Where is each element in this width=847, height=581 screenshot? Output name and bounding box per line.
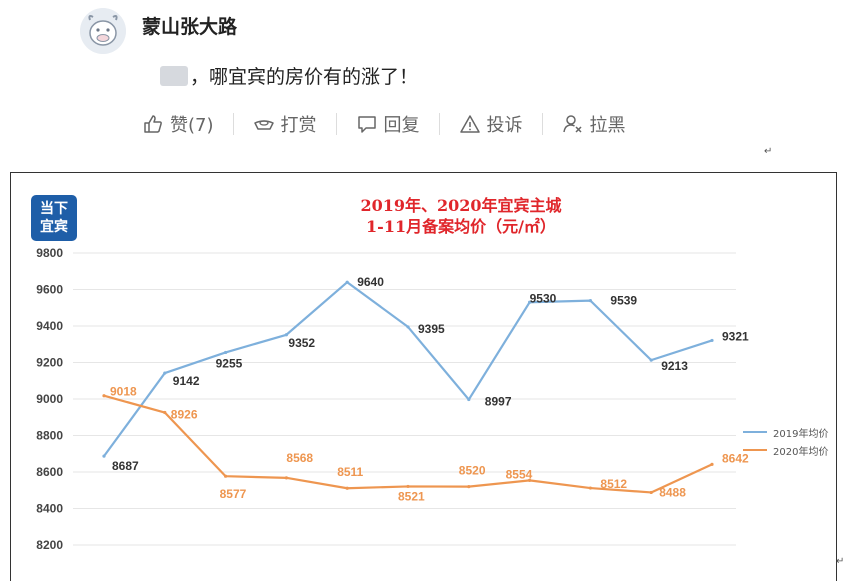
data-point <box>528 478 532 482</box>
data-point <box>345 486 349 490</box>
data-point <box>224 350 228 355</box>
cow-avatar-icon <box>80 8 126 54</box>
data-label: 9255 <box>216 356 243 370</box>
data-label: 8521 <box>398 489 425 503</box>
action-divider <box>232 113 234 135</box>
legend-label-2019: 2019年均价 <box>773 428 829 440</box>
chart-subtitle: 1-11月备案均价（元/㎡） <box>366 217 556 236</box>
data-point <box>163 410 167 415</box>
report-button[interactable]: 投诉 <box>459 111 523 137</box>
action-divider <box>438 113 440 135</box>
data-label: 8926 <box>171 408 198 422</box>
data-point <box>528 300 532 304</box>
block-button[interactable]: 拉黑 <box>562 111 626 137</box>
action-divider <box>335 113 337 135</box>
paragraph-mark: ↵ <box>764 146 773 157</box>
legend-swatch-2019 <box>743 431 767 433</box>
data-label: 9321 <box>722 329 749 343</box>
data-label: 8488 <box>659 485 686 499</box>
like-button[interactable]: 赞(7) <box>142 111 214 137</box>
data-label: 8577 <box>220 487 247 501</box>
chart-legend: 2019年均价 2020年均价 <box>743 423 828 459</box>
line-chart-plot: 8200 8400 8600 8800 9000 9200 9400 9600 9800 8687… <box>36 246 749 552</box>
data-point <box>406 484 410 489</box>
data-point <box>710 338 714 343</box>
comment-body: ，哪宜宾的房价有的涨了！ <box>160 62 418 89</box>
data-label: 9352 <box>288 336 315 350</box>
y-tick-label: 9200 <box>36 356 63 370</box>
logo-line-2: 宜宾 <box>40 219 68 235</box>
data-label: 9530 <box>530 291 557 305</box>
data-point <box>649 490 653 495</box>
action-divider <box>541 113 543 135</box>
reply-label: 回复 <box>383 115 420 136</box>
comment-text: ，哪宜宾的房价有的涨了！ <box>190 66 419 88</box>
y-tick-label: 8400 <box>36 502 63 516</box>
tip-label: 打赏 <box>280 115 317 136</box>
comment-bubble-icon <box>357 116 376 133</box>
data-label: 9395 <box>418 322 445 336</box>
thumbs-up-icon <box>144 115 162 133</box>
data-point <box>284 333 288 337</box>
data-point <box>588 299 593 303</box>
data-label: 9539 <box>610 294 637 308</box>
y-tick-label: 9600 <box>36 283 63 297</box>
y-tick-label: 9800 <box>36 246 63 260</box>
y-tick-label: 8800 <box>36 429 63 443</box>
y-tick-label: 8600 <box>36 465 63 479</box>
data-point <box>467 397 471 402</box>
block-label: 拉黑 <box>589 115 626 136</box>
comment-action-bar: 赞(7) 打赏 回复 投诉 拉黑 <box>142 111 626 137</box>
y-tick-label: 9400 <box>36 319 63 333</box>
data-label: 8997 <box>485 395 512 409</box>
data-point <box>467 485 471 489</box>
data-label: 9018 <box>110 385 137 399</box>
warning-icon <box>459 115 480 133</box>
legend-item-2019: 2019年均价 <box>743 423 828 441</box>
data-point <box>102 454 106 458</box>
data-point <box>710 462 714 466</box>
y-tick-label: 9000 <box>36 392 63 406</box>
data-label: 8554 <box>506 467 533 481</box>
brand-logo: 当下 宜宾 <box>31 195 77 241</box>
price-chart: 当下 宜宾 2019年、2020年宜宾主城 1-11月备案均价（元/㎡） 820… <box>10 172 837 581</box>
chart-title: 2019年、2020年宜宾主城 <box>360 196 562 215</box>
data-point <box>588 486 593 490</box>
block-user-icon <box>562 115 582 133</box>
paragraph-mark: ↵ <box>836 556 845 567</box>
reply-button[interactable]: 回复 <box>356 111 420 137</box>
legend-item-2020: 2020年均价 <box>743 441 828 459</box>
data-point <box>102 394 106 398</box>
user-avatar[interactable] <box>80 8 126 54</box>
logo-line-1: 当下 <box>40 201 68 217</box>
data-label: 8520 <box>459 464 486 478</box>
data-label: 9142 <box>173 374 200 388</box>
data-point <box>406 325 410 329</box>
legend-swatch-2020 <box>743 449 767 451</box>
y-tick-label: 8200 <box>36 538 63 552</box>
like-label: 赞(7) <box>170 115 214 136</box>
data-label: 8511 <box>337 465 363 479</box>
data-label: 9213 <box>661 359 688 373</box>
redacted-mention <box>160 65 188 86</box>
data-point <box>345 280 349 284</box>
report-label: 投诉 <box>486 115 523 136</box>
data-point <box>163 371 167 375</box>
data-label: 8642 <box>722 451 749 465</box>
data-label: 8512 <box>600 477 627 491</box>
tip-button[interactable]: 打赏 <box>253 111 317 137</box>
data-point <box>649 358 653 362</box>
chart-title-block: 2019年、2020年宜宾主城 1-11月备案均价（元/㎡） <box>261 195 661 237</box>
series-line-2019 <box>103 281 713 457</box>
comment-username[interactable]: 蒙山张大路 <box>142 16 238 38</box>
data-point <box>224 474 228 478</box>
data-label: 9640 <box>357 275 384 289</box>
legend-label-2020: 2020年均价 <box>773 446 829 458</box>
data-point <box>284 476 288 480</box>
ingot-icon <box>253 120 274 130</box>
data-label: 8687 <box>112 459 139 473</box>
data-label: 8568 <box>286 451 313 465</box>
